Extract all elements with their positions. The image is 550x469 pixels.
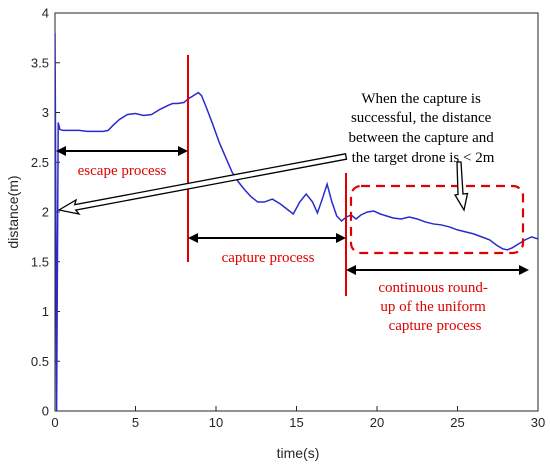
axis-ticks: 0 5 10 15 20 25 30 0 0.5 1 1.5 2 2.5 3 3.5 4 xyxy=(31,6,545,431)
plot-area xyxy=(54,12,539,412)
capture-label: capture process xyxy=(222,250,315,266)
x-tick-label: 5 xyxy=(132,415,139,430)
roundup-label: continuous round- up of the uniform capt… xyxy=(378,280,491,334)
x-tick-label: 20 xyxy=(370,415,384,430)
x-tick-label: 30 xyxy=(531,415,545,430)
pointer-arrow-long xyxy=(57,153,348,216)
y-tick-label: 0.5 xyxy=(31,354,49,369)
x-tick-label: 25 xyxy=(450,415,464,430)
y-tick-label: 0 xyxy=(42,404,49,419)
x-tick-label: 0 xyxy=(51,415,58,430)
y-tick-label: 1 xyxy=(42,304,49,319)
y-tick-label: 4 xyxy=(42,6,49,21)
y-tick-label: 3 xyxy=(42,105,49,120)
series-line xyxy=(55,32,538,411)
highlight-box xyxy=(349,184,525,255)
success-annotation: When the capture is successful, the dist… xyxy=(348,91,497,166)
y-tick-label: 2.5 xyxy=(31,155,49,170)
y-tick-label: 2 xyxy=(42,205,49,220)
escape-arrow xyxy=(56,146,188,156)
capture-arrow xyxy=(188,233,346,243)
y-tick-label: 3.5 xyxy=(31,55,49,70)
y-tick-label: 1.5 xyxy=(31,254,49,269)
x-tick-label: 15 xyxy=(289,415,303,430)
roundup-arrow xyxy=(346,265,529,275)
x-axis-label: time(s) xyxy=(277,445,320,461)
x-tick-label: 10 xyxy=(209,415,223,430)
escape-label: escape process xyxy=(78,163,167,179)
pointer-arrow-short xyxy=(453,161,469,212)
y-axis-label: distance(m) xyxy=(5,175,21,248)
